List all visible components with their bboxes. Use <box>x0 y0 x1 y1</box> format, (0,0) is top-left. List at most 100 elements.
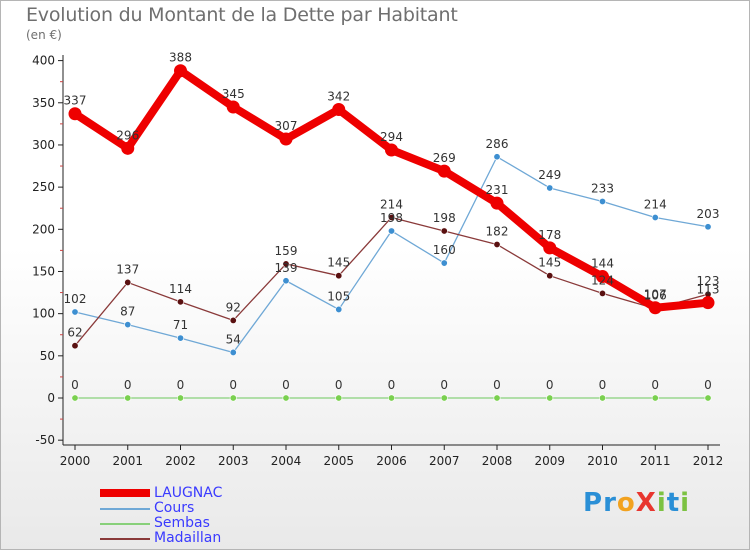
x-tick-label: 2011 <box>640 454 671 468</box>
data-label-cours: 286 <box>486 137 509 151</box>
data-point-sembas <box>704 394 712 402</box>
data-point-laugnac <box>68 107 82 121</box>
data-label-cours: 249 <box>538 168 561 182</box>
data-point-cours <box>493 153 501 161</box>
data-point-laugnac <box>701 296 715 310</box>
legend-label: Sembas <box>154 515 210 531</box>
data-point-laugnac <box>543 241 557 255</box>
data-point-cours <box>546 184 554 192</box>
legend-item-laugnac: LAUGNAC <box>100 485 300 501</box>
data-label-madaillan: 123 <box>697 274 720 288</box>
data-label-sembas: 0 <box>651 378 659 392</box>
x-tick-label: 2007 <box>429 454 460 468</box>
x-tick-label: 2006 <box>376 454 407 468</box>
logo-letter: t <box>666 488 681 518</box>
data-label-cours: 87 <box>120 305 135 319</box>
data-label-sembas: 0 <box>493 378 501 392</box>
data-label-laugnac: 178 <box>538 228 561 242</box>
x-tick-label: 2008 <box>482 454 513 468</box>
data-label-cours: 198 <box>380 211 403 225</box>
data-point-cours <box>71 308 79 316</box>
chart-title: Evolution du Montant de la Dette par Hab… <box>26 4 458 26</box>
data-point-sembas <box>282 394 290 402</box>
data-point-cours <box>440 259 448 267</box>
data-label-madaillan: 198 <box>433 211 456 225</box>
data-point-sembas <box>651 394 659 402</box>
data-label-sembas: 0 <box>177 378 185 392</box>
data-label-sembas: 0 <box>282 378 290 392</box>
data-point-sembas <box>71 394 79 402</box>
data-label-laugnac: 231 <box>486 183 509 197</box>
data-point-madaillan <box>387 213 395 221</box>
data-label-sembas: 0 <box>229 378 237 392</box>
legend-swatch-laugnac <box>100 489 150 497</box>
data-label-laugnac: 107 <box>644 288 667 302</box>
y-tick-label: 300 <box>32 138 55 152</box>
x-tick-label: 2010 <box>587 454 618 468</box>
data-point-cours <box>335 305 343 313</box>
legend-swatch-madaillan <box>100 538 150 540</box>
proxiti-logo: ProXiti <box>583 488 690 518</box>
data-point-cours <box>704 223 712 231</box>
data-point-laugnac <box>174 64 187 78</box>
data-label-cours: 214 <box>644 197 667 211</box>
data-label-madaillan: 92 <box>226 300 241 314</box>
data-label-laugnac: 296 <box>116 128 139 142</box>
data-label-madaillan: 159 <box>275 244 298 258</box>
legend-label: Madaillan <box>154 530 222 546</box>
data-point-laugnac <box>596 270 609 284</box>
data-label-laugnac: 294 <box>380 130 403 144</box>
data-label-sembas: 0 <box>335 378 343 392</box>
legend-item-sembas: Sembas <box>100 515 300 531</box>
y-tick-label: 400 <box>32 54 55 68</box>
data-label-laugnac: 342 <box>327 90 350 104</box>
data-label-cours: 54 <box>226 332 241 346</box>
data-label-madaillan: 124 <box>591 273 614 287</box>
logo-letter: r <box>603 488 617 518</box>
data-point-madaillan <box>598 289 606 297</box>
data-point-laugnac <box>385 143 398 157</box>
y-tick-label: 250 <box>32 180 55 194</box>
data-label-sembas: 0 <box>440 378 448 392</box>
data-point-sembas <box>493 394 501 402</box>
data-point-cours <box>177 334 185 342</box>
y-tick-label: 200 <box>32 222 55 236</box>
x-tick-label: 2012 <box>693 454 724 468</box>
data-point-madaillan <box>282 260 290 268</box>
data-point-madaillan <box>124 278 132 286</box>
data-label-sembas: 0 <box>546 378 554 392</box>
data-label-cours: 160 <box>433 243 456 257</box>
legend-label: LAUGNAC <box>154 485 223 501</box>
data-point-madaillan <box>440 227 448 235</box>
logo-letter: X <box>635 488 657 518</box>
data-point-sembas <box>335 394 343 402</box>
data-label-madaillan: 106 <box>644 289 667 303</box>
x-tick-label: 2004 <box>271 454 302 468</box>
data-label-cours: 105 <box>327 289 350 303</box>
data-point-sembas <box>546 394 554 402</box>
data-label-laugnac: 307 <box>275 119 298 133</box>
data-point-sembas <box>387 394 395 402</box>
data-label-sembas: 0 <box>704 378 712 392</box>
data-label-sembas: 0 <box>388 378 396 392</box>
data-point-madaillan <box>229 316 237 324</box>
data-point-cours <box>387 227 395 235</box>
y-tick-label: 350 <box>32 96 55 110</box>
legend-label: Cours <box>154 500 195 516</box>
data-point-cours <box>282 277 290 285</box>
data-point-laugnac <box>437 164 451 178</box>
data-point-sembas <box>229 394 237 402</box>
data-point-laugnac <box>332 103 346 117</box>
data-label-laugnac: 345 <box>222 87 245 101</box>
x-tick-label: 2000 <box>60 454 91 468</box>
data-label-madaillan: 62 <box>67 326 82 340</box>
data-point-laugnac <box>490 196 504 210</box>
data-label-laugnac: 144 <box>591 257 614 271</box>
y-tick-label: 150 <box>32 264 55 278</box>
logo-letter: i <box>656 488 667 518</box>
data-label-cours: 233 <box>591 181 614 195</box>
data-point-laugnac <box>121 141 135 155</box>
x-tick-label: 2009 <box>534 454 565 468</box>
legend-item-cours: Cours <box>100 500 300 516</box>
data-label-laugnac: 269 <box>433 151 456 165</box>
